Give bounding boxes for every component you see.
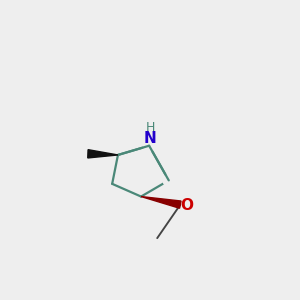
Text: O: O — [181, 198, 194, 213]
Text: H: H — [146, 121, 155, 134]
Text: N: N — [144, 131, 157, 146]
Circle shape — [163, 175, 175, 186]
Circle shape — [143, 140, 155, 152]
Polygon shape — [88, 150, 118, 158]
Polygon shape — [141, 196, 181, 208]
